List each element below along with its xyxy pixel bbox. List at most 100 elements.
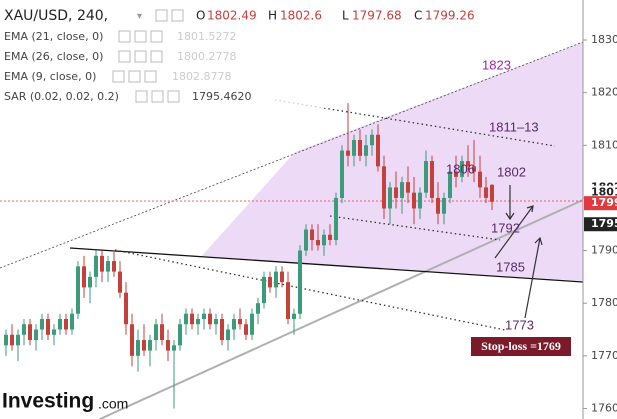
ohlc-label: O: [196, 9, 205, 23]
candle-body: [106, 261, 110, 272]
annotation: 1792: [491, 220, 520, 235]
candle-body: [274, 271, 278, 288]
annotation: 1823: [482, 57, 511, 72]
candle-body: [436, 197, 440, 214]
candle-body: [340, 150, 344, 198]
arrow: [524, 236, 543, 319]
indicator-value: 1800.2778: [177, 50, 237, 63]
price-tag-label: 1801: [591, 186, 617, 199]
candle-body: [16, 334, 20, 346]
candle-body: [484, 187, 488, 198]
candle-body: [334, 197, 338, 241]
candle-body: [466, 161, 470, 167]
candle-body: [310, 229, 314, 241]
candle-body: [10, 334, 14, 346]
annotation: Stop-loss =1769: [481, 339, 561, 353]
candle-body: [292, 313, 296, 319]
indicator-name: EMA (21, close, 0): [4, 30, 103, 43]
candle-body: [250, 313, 254, 335]
arrow: [494, 205, 534, 259]
target-zone: [200, 42, 583, 281]
candle-body: [22, 324, 26, 335]
candle-body: [352, 140, 356, 156]
ohlc-value: 1802.6: [280, 9, 322, 23]
candle-body: [280, 271, 284, 283]
annotation: 1802: [497, 164, 526, 179]
candle-body: [40, 318, 44, 330]
arrow: [505, 185, 515, 221]
candle-body: [328, 234, 332, 241]
indicator-name: SAR (0.02, 0.02, 0.2): [4, 90, 119, 103]
candle-body: [46, 318, 50, 335]
candle-body: [478, 171, 482, 188]
candle-body: [298, 250, 302, 314]
candle-body: [76, 266, 80, 314]
candle-body: [238, 318, 242, 325]
y-tick-label: 1770: [591, 349, 617, 362]
channel-line: [329, 215, 501, 241]
indicator-value: 1802.8778: [172, 70, 232, 83]
candle-body: [322, 234, 326, 246]
trend-line: [114, 249, 506, 331]
ohlc-label: H: [268, 9, 277, 23]
y-tick-label: 1810: [591, 138, 617, 151]
candle-body: [394, 187, 398, 198]
candle-body: [82, 266, 86, 288]
annotation: 1785: [496, 259, 525, 274]
candle-body: [70, 313, 74, 330]
y-tick-label: 1820: [591, 86, 617, 99]
candle-body: [4, 334, 8, 346]
candle-body: [226, 329, 230, 341]
dropdown[interactable]: ▾: [137, 11, 142, 22]
y-tick-label: 1830: [591, 33, 617, 46]
candle-body: [130, 324, 134, 356]
candle-body: [490, 184, 494, 202]
candle-body: [262, 276, 266, 304]
trend-line: [0, 41, 584, 269]
candle-body: [376, 134, 380, 167]
candle-body: [58, 318, 62, 330]
candle-body: [304, 229, 308, 251]
annotation: 1806: [446, 161, 475, 176]
candle-body: [190, 313, 194, 325]
candle-body: [94, 255, 98, 277]
candle-body: [124, 292, 128, 325]
symbol: XAU/USD, 240,: [4, 8, 108, 24]
indicator-name: EMA (9, close, 0): [4, 70, 96, 83]
logo: Investing: [2, 390, 94, 413]
candle-body: [160, 324, 164, 341]
price-axis: 1760177017801790180018101820183018021801…: [583, 33, 617, 414]
candle-body: [418, 192, 422, 209]
candle-body: [442, 197, 446, 214]
candle-body: [364, 145, 368, 156]
candle-body: [196, 318, 200, 325]
price-tag-label: 1799: [591, 196, 617, 209]
trend-line: [69, 247, 584, 283]
candle-body: [220, 318, 224, 341]
annotation: 1811–13: [489, 119, 539, 134]
candle-body: [112, 261, 116, 272]
annotation: 1773: [505, 317, 534, 332]
indicator-name: EMA (26, close, 0): [4, 50, 103, 63]
candle-body: [172, 345, 176, 351]
candle-body: [286, 282, 290, 319]
price-tag: [584, 185, 617, 200]
legend-bg: [0, 0, 340, 108]
y-tick-label: 1760: [591, 401, 617, 414]
ohlc-value: 1799.26: [425, 9, 475, 23]
candle-body: [256, 303, 260, 314]
candle-body: [52, 329, 56, 335]
candle-body: [424, 161, 428, 193]
candle-body: [64, 318, 68, 330]
candle-body: [412, 192, 416, 209]
candle-body: [154, 324, 158, 341]
indicator-value: 1801.5272: [177, 30, 237, 43]
candle-body: [448, 171, 452, 198]
candle-body: [454, 171, 458, 177]
candle-body: [184, 313, 188, 325]
ohlc-label: C: [414, 9, 422, 23]
candle-body: [472, 166, 476, 172]
candle-body: [388, 187, 392, 209]
candle-body: [382, 166, 386, 209]
